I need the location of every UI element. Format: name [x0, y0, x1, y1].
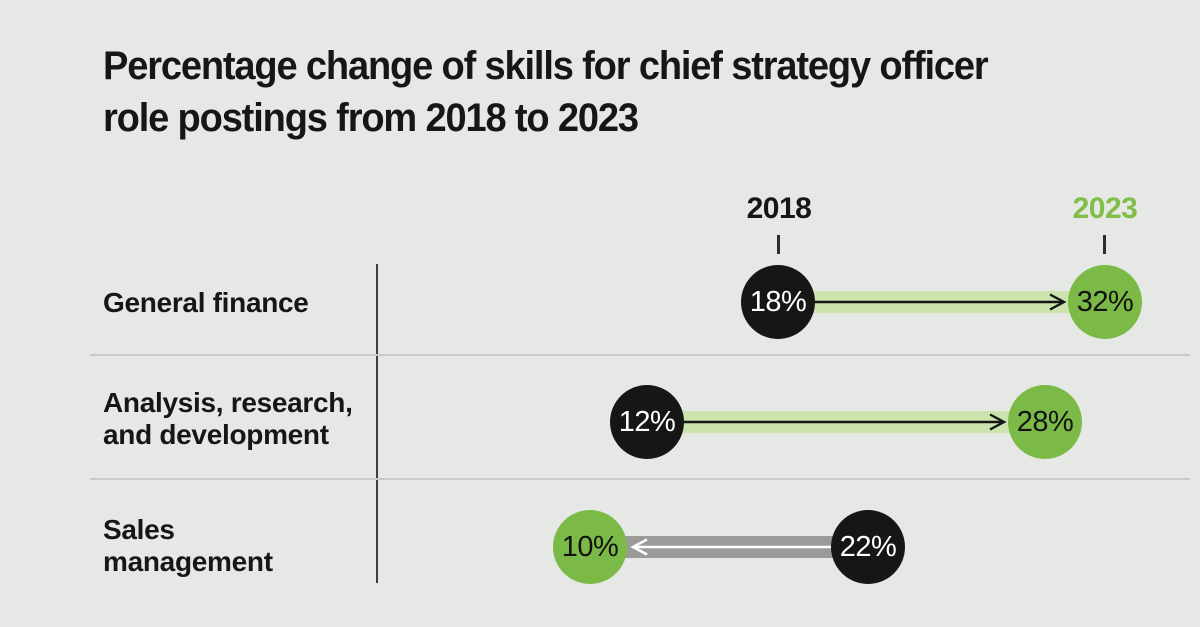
category-label-analysis-research-and-development: Analysis, research, and development — [103, 387, 353, 450]
data-point-2023-sales-management: 10% — [553, 510, 627, 584]
chart-title-line-1: Percentage change of skills for chief st… — [103, 44, 989, 88]
category-axis-line — [376, 264, 378, 583]
data-point-2018-sales-management: 22% — [831, 510, 905, 584]
increase-band-analysis-research — [647, 411, 1045, 433]
data-point-2018-analysis-research: 12% — [610, 385, 684, 459]
tick-mark-2023 — [1103, 235, 1106, 254]
increase-band-general-finance — [778, 291, 1105, 313]
data-point-2018-general-finance: 18% — [741, 265, 815, 339]
decrease-band-sales-management — [590, 536, 868, 558]
row-separator — [90, 478, 1190, 480]
year-label-2023: 2023 — [1072, 192, 1138, 225]
chart-title: Percentage change of skills for chief st… — [103, 40, 989, 144]
data-point-2023-general-finance: 32% — [1068, 265, 1142, 339]
category-label-sales-management: Sales management — [103, 514, 273, 577]
row-separator — [90, 354, 1190, 356]
category-label-general-finance: General finance — [103, 287, 309, 318]
chart-title-line-2: role postings from 2018 to 2023 — [103, 96, 639, 140]
year-label-2018: 2018 — [746, 192, 812, 225]
tick-mark-2018 — [777, 235, 780, 254]
data-point-2023-analysis-research: 28% — [1008, 385, 1082, 459]
